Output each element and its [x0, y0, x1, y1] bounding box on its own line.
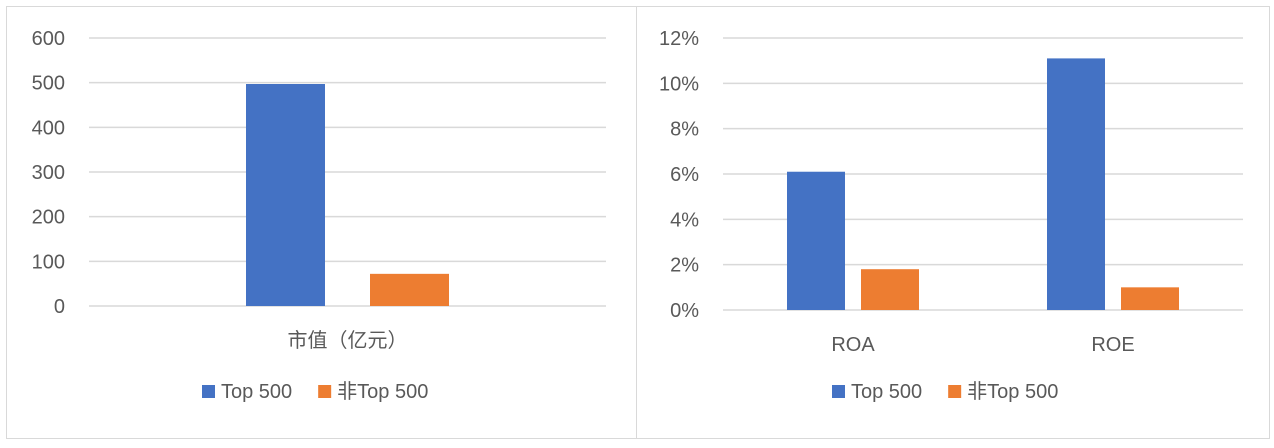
y-tick-label: 10% — [659, 73, 699, 95]
y-tick-label: 6% — [670, 164, 699, 186]
bar-non-top500-0 — [370, 273, 449, 306]
y-tick-label: 2% — [670, 255, 699, 277]
legend-swatch — [202, 385, 215, 398]
legend-swatch — [832, 385, 845, 398]
roa-roe-chart: 0% 2% 4% 6% 8% 10% 12% ROA ROE Top 500 非Top 500 — [659, 28, 1243, 403]
y-tick-label: 4% — [670, 209, 699, 231]
bar-non-top500-1 — [1121, 287, 1179, 310]
legend-label: 非Top 500 — [967, 380, 1058, 403]
x-category-label: ROE — [1091, 334, 1134, 356]
market-cap-chart-panel: 0 100 200 300 400 500 600 市值（亿元） Top 500 非Top 500 — [6, 6, 638, 439]
y-tick-label: 600 — [32, 28, 65, 50]
legend-label: Top 500 — [851, 381, 922, 403]
y-tick-label: 0% — [670, 300, 699, 322]
market-cap-chart: 0 100 200 300 400 500 600 市值（亿元） Top 500 非Top 500 — [32, 28, 606, 403]
x-category-label: 市值（亿元） — [288, 329, 408, 352]
y-tick-label: 400 — [32, 117, 65, 139]
legend-swatch — [318, 385, 332, 398]
y-tick-label: 0 — [54, 296, 65, 318]
x-category-label: ROA — [831, 334, 875, 356]
y-tick-label: 300 — [32, 162, 65, 184]
y-tick-label: 500 — [32, 73, 65, 95]
y-tick-label: 8% — [670, 119, 699, 141]
y-tick-label: 100 — [32, 251, 65, 273]
bar-top500-0 — [787, 171, 845, 310]
legend-label: 非Top 500 — [337, 380, 428, 403]
bar-non-top500-0 — [861, 269, 919, 310]
y-tick-label: 12% — [659, 28, 699, 50]
roa-roe-chart-panel: 0% 2% 4% 6% 8% 10% 12% ROA ROE Top 500 非Top 500 — [636, 6, 1270, 439]
bar-top500-1 — [1047, 58, 1105, 311]
legend-label: Top 500 — [221, 381, 292, 403]
legend-swatch — [948, 385, 962, 398]
y-tick-label: 200 — [32, 207, 65, 229]
bar-top500-0 — [246, 84, 325, 306]
